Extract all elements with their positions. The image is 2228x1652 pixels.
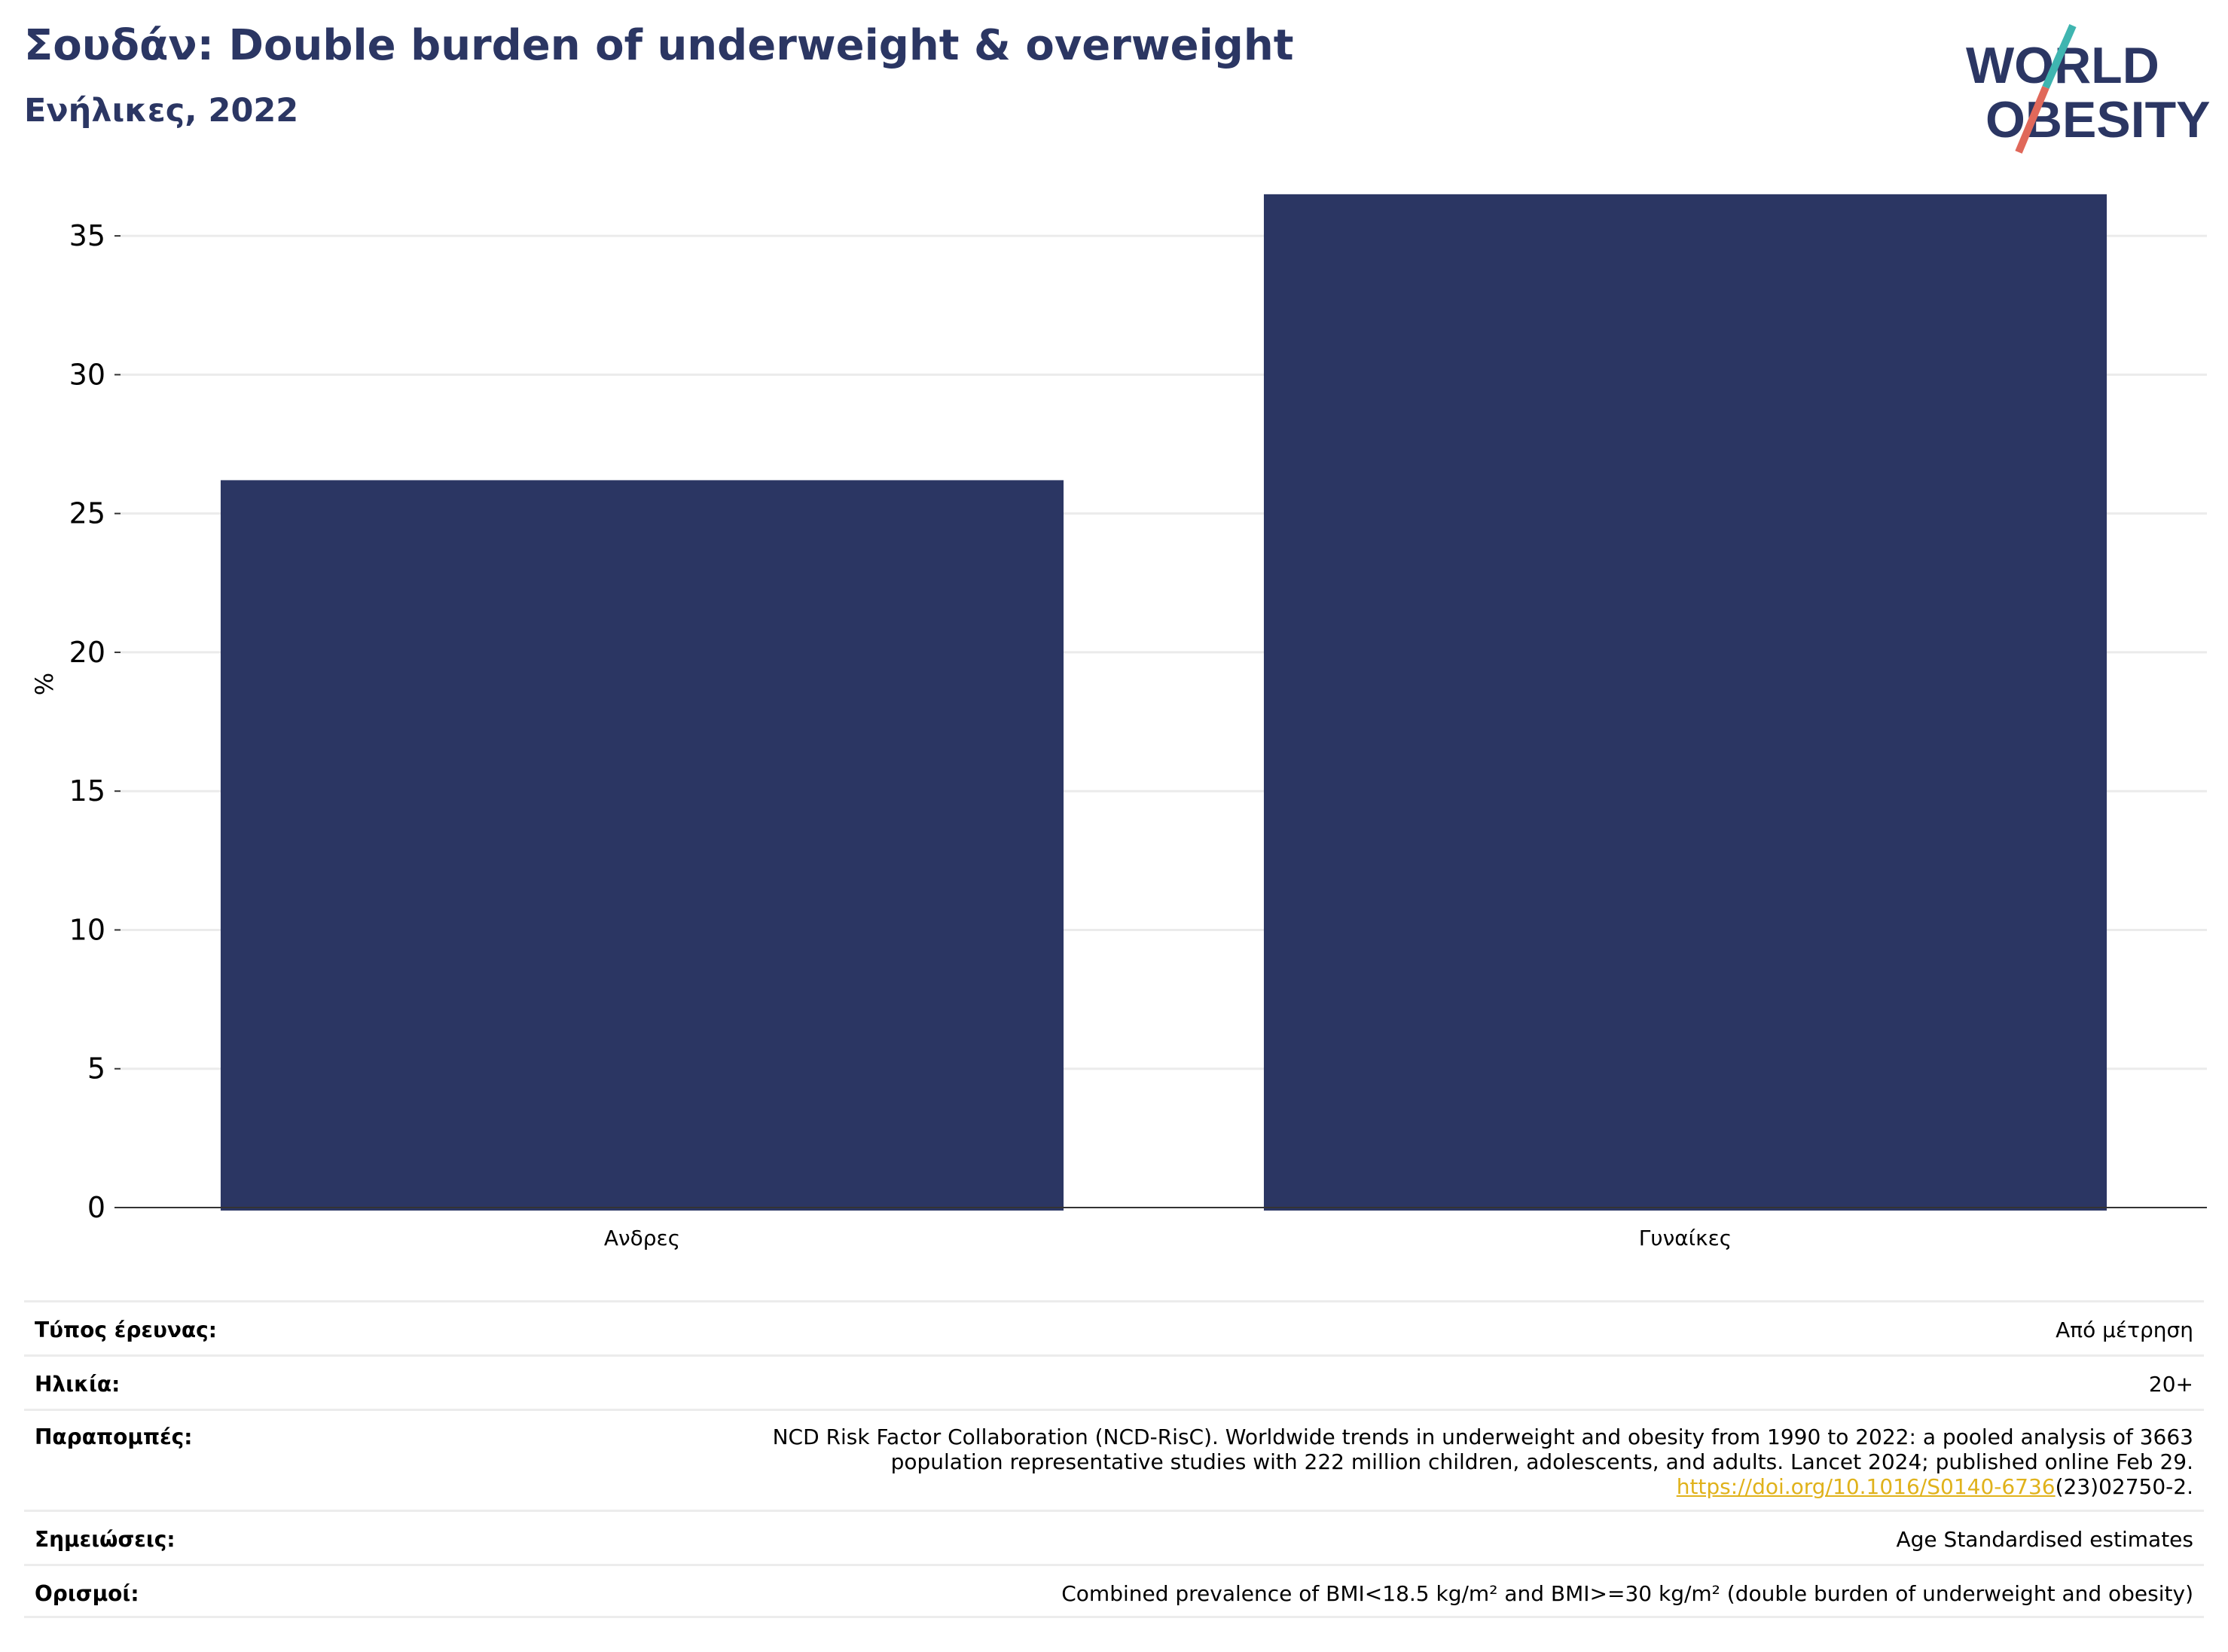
chart-subtitle: Ενήλικες, 2022 — [24, 92, 299, 130]
chart-title: Σουδάν: Double burden of underweight & o… — [24, 21, 1294, 70]
y-tick-label: 35 — [69, 219, 105, 252]
survey-type-label: Τύπος έρευνας: — [35, 1318, 217, 1342]
y-tick-label: 10 — [69, 913, 105, 946]
x-tick-labels: Ανδρες Γυναίκες — [604, 1226, 1732, 1250]
y-tick-label: 15 — [69, 774, 105, 808]
logo-slash-teal — [2042, 23, 2077, 90]
y-axis-label: % — [30, 673, 59, 695]
x-tick-label: Γυναίκες — [1639, 1226, 1732, 1250]
info-table: Τύπος έρευνας: Από μέτρηση Ηλικία: 20+ Π… — [24, 1300, 2204, 1618]
definitions-value: Combined prevalence of BMI<18.5 kg/m² an… — [1061, 1581, 2193, 1606]
references-label: Παραπομπές: — [35, 1425, 193, 1449]
bars — [220, 194, 2107, 1211]
y-tick-label: 20 — [69, 636, 105, 669]
definitions-label: Ορισμοί: — [35, 1581, 139, 1606]
bar-chart: 0 5 10 15 20 25 30 35 Ανδρες Γυναίκες % — [30, 194, 2207, 1250]
y-tick-labels: 0 5 10 15 20 25 30 35 — [69, 219, 121, 1224]
references-line-1: NCD Risk Factor Collaboration (NCD-RisC)… — [772, 1425, 2193, 1449]
bar-2 — [1263, 194, 2107, 1211]
info-row-definitions: Ορισμοί: Combined prevalence of BMI<18.5… — [24, 1564, 2204, 1618]
x-tick-label: Ανδρες — [604, 1226, 680, 1250]
age-value: 20+ — [2148, 1372, 2193, 1397]
age-label: Ηλικία: — [35, 1372, 121, 1397]
info-row-survey-type: Τύπος έρευνας: Από μέτρηση — [24, 1300, 2204, 1354]
info-row-notes: Σημειώσεις: Age Standardised estimates — [24, 1510, 2204, 1564]
notes-value: Age Standardised estimates — [1896, 1527, 2193, 1552]
y-tick-label: 25 — [69, 497, 105, 530]
y-tick-label: 30 — [69, 358, 105, 391]
survey-type-value: Από μέτρηση — [2056, 1318, 2193, 1342]
world-obesity-logo: WORLD OBESITY — [1966, 23, 2211, 154]
y-tick-label: 5 — [87, 1052, 105, 1086]
references-doi-link[interactable]: https://doi.org/10.1016/S0140-6736 — [1676, 1474, 2056, 1499]
info-row-references: Παραπομπές: NCD Risk Factor Collaboratio… — [24, 1409, 2204, 1510]
y-tick-label: 0 — [87, 1191, 105, 1224]
references-line-2: population representative studies with 2… — [890, 1449, 2193, 1474]
references-line-3-suffix: (23)02750-2. — [2055, 1474, 2193, 1499]
info-row-age: Ηλικία: 20+ — [24, 1354, 2204, 1409]
logo-slash-red — [2015, 86, 2049, 154]
bar-1 — [220, 480, 1064, 1211]
notes-label: Σημειώσεις: — [35, 1527, 175, 1552]
references-value: NCD Risk Factor Collaboration (NCD-RisC)… — [773, 1425, 2193, 1499]
